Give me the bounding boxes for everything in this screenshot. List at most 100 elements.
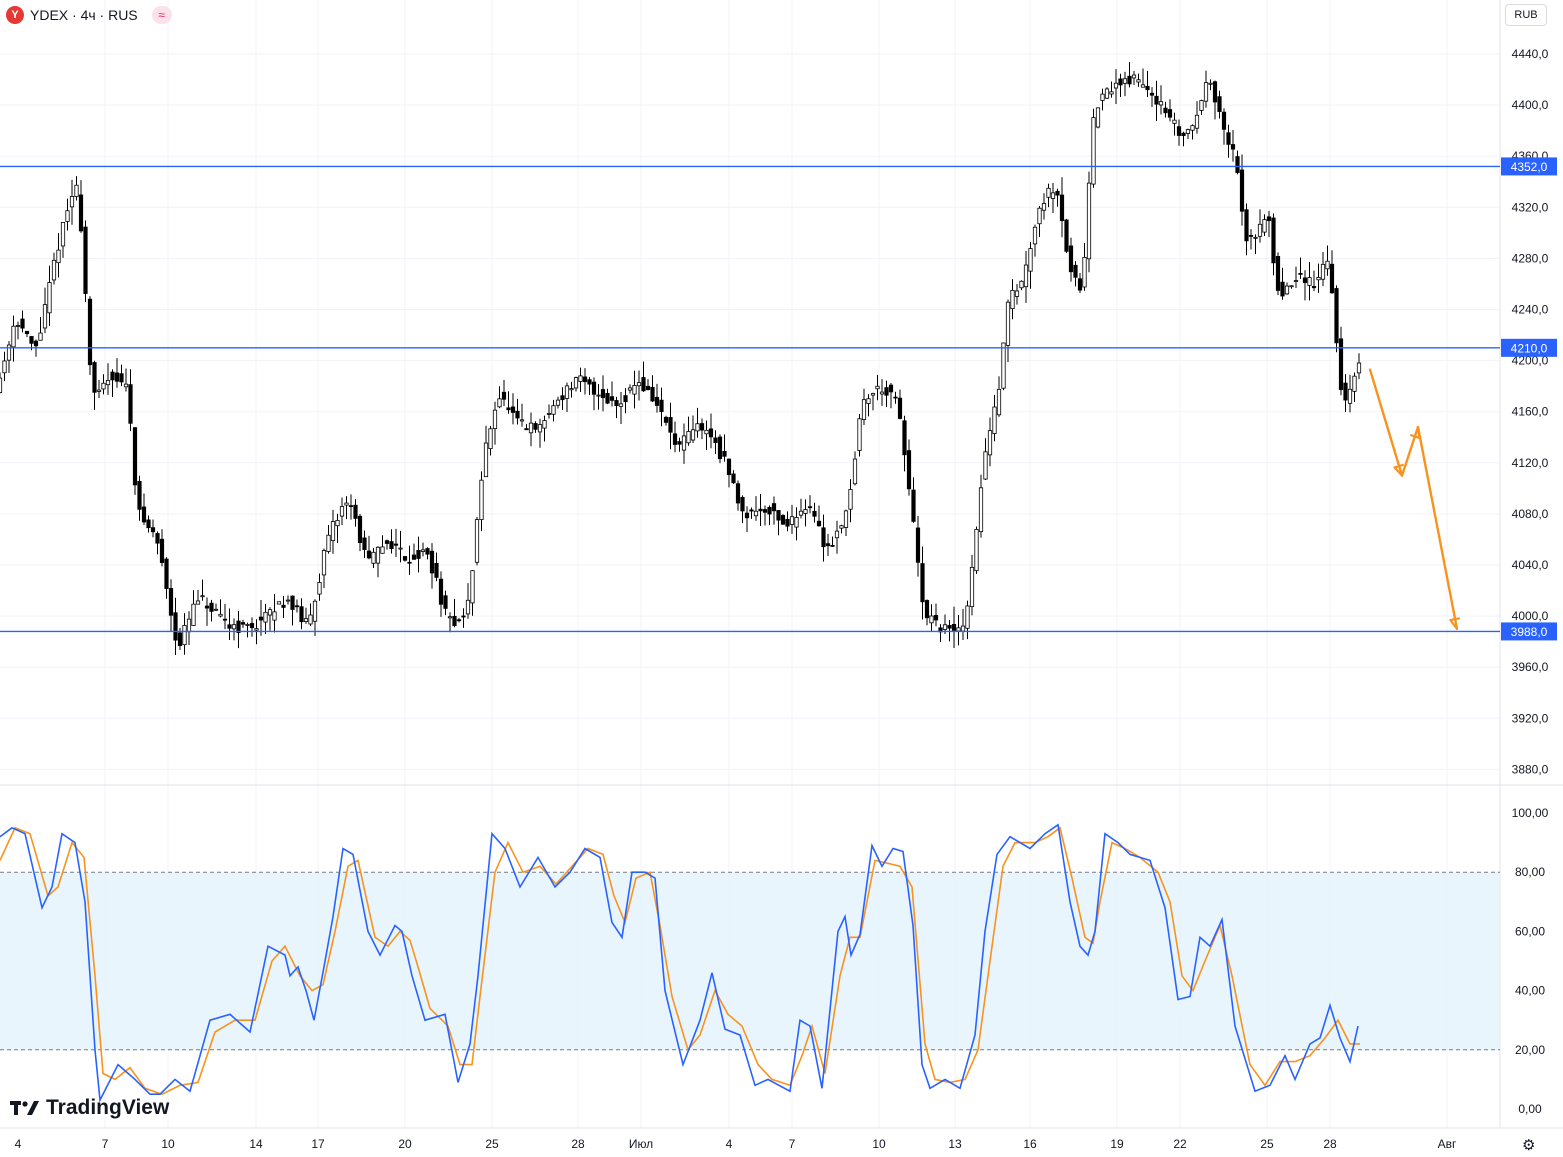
candle-body bbox=[276, 601, 282, 605]
candle bbox=[24, 330, 30, 338]
candle-body bbox=[29, 336, 34, 344]
time-tick-label: 25 bbox=[485, 1137, 499, 1151]
level-label: 3988,0 bbox=[1511, 625, 1548, 639]
candle bbox=[362, 530, 367, 558]
candle-body bbox=[1275, 256, 1281, 291]
candle bbox=[69, 179, 75, 225]
candle bbox=[443, 590, 448, 616]
candle bbox=[141, 493, 147, 526]
candle-body bbox=[609, 396, 615, 401]
candle-body bbox=[834, 530, 840, 539]
candle-body bbox=[308, 614, 313, 625]
candle-body bbox=[96, 389, 102, 392]
candle bbox=[1041, 193, 1047, 220]
candle-body bbox=[150, 527, 156, 533]
candle-body bbox=[663, 416, 669, 423]
candle-body bbox=[812, 510, 817, 517]
candle-body bbox=[1032, 226, 1038, 245]
candle-body bbox=[452, 615, 457, 627]
candle-body bbox=[240, 622, 246, 625]
candle-body bbox=[173, 612, 178, 641]
candle bbox=[1253, 234, 1258, 255]
candle-body bbox=[1289, 285, 1294, 288]
candle bbox=[1257, 209, 1263, 243]
candle bbox=[888, 383, 894, 409]
candle-body bbox=[1095, 107, 1101, 128]
candle bbox=[519, 403, 525, 427]
candle-body bbox=[713, 437, 718, 443]
candle-body bbox=[1248, 234, 1254, 237]
candle bbox=[789, 504, 795, 534]
candle bbox=[1194, 101, 1200, 134]
candle bbox=[1329, 250, 1335, 294]
candle-body bbox=[879, 391, 885, 395]
price-tick-label: 4120,0 bbox=[1512, 456, 1549, 470]
candle bbox=[119, 364, 124, 387]
candle-body bbox=[1037, 207, 1042, 225]
candle-body bbox=[893, 396, 898, 399]
candle-body bbox=[78, 194, 84, 232]
candle-body bbox=[1068, 245, 1074, 273]
candle-body bbox=[974, 529, 979, 572]
symbol-title[interactable]: YDEX · 4ч · RUS bbox=[30, 7, 138, 23]
price-tick-label: 3920,0 bbox=[1512, 711, 1549, 725]
candle-body bbox=[771, 503, 777, 512]
candle-body bbox=[1023, 264, 1029, 288]
candle bbox=[465, 583, 471, 619]
candle-body bbox=[798, 510, 804, 516]
candle-body bbox=[483, 442, 489, 478]
candle-body bbox=[573, 377, 579, 389]
candle-body bbox=[272, 611, 277, 621]
candle bbox=[20, 310, 25, 333]
currency-button[interactable]: RUB bbox=[1505, 4, 1547, 26]
candle bbox=[285, 595, 291, 605]
candle bbox=[1199, 99, 1204, 115]
candle bbox=[758, 493, 763, 527]
candle bbox=[330, 509, 336, 554]
candle bbox=[1248, 229, 1254, 250]
candle-body bbox=[695, 423, 700, 432]
candle-body bbox=[1118, 78, 1123, 86]
compare-badge-icon[interactable]: ≈ bbox=[151, 6, 172, 24]
candle bbox=[1334, 285, 1339, 353]
candle-body bbox=[951, 624, 957, 631]
tradingview-brand[interactable]: TradingView bbox=[10, 1096, 169, 1120]
candle-body bbox=[348, 505, 354, 508]
candle bbox=[951, 606, 957, 649]
settings-icon[interactable]: ⚙ bbox=[1522, 1137, 1536, 1154]
candle-body bbox=[735, 483, 741, 504]
candle bbox=[906, 439, 912, 496]
candle-body bbox=[2, 360, 7, 374]
candle-body bbox=[1253, 236, 1258, 239]
candle-body bbox=[1266, 216, 1272, 222]
candle bbox=[861, 388, 867, 426]
chart-header[interactable]: Y YDEX · 4ч · RUS ≈ bbox=[6, 4, 172, 26]
candle bbox=[348, 494, 354, 520]
candle-body bbox=[965, 605, 970, 629]
candle-body bbox=[92, 362, 97, 393]
symbol-logo-icon: Y bbox=[6, 6, 24, 24]
candle-body bbox=[443, 595, 448, 609]
candle-body bbox=[1149, 92, 1155, 96]
candle-body bbox=[650, 386, 655, 402]
candle bbox=[1019, 280, 1024, 291]
candle-body bbox=[672, 433, 678, 445]
candle bbox=[636, 370, 642, 401]
price-tick-label: 4040,0 bbox=[1512, 558, 1549, 572]
candle bbox=[744, 506, 750, 533]
candle-body bbox=[33, 340, 39, 347]
candle bbox=[852, 451, 858, 486]
candle-body bbox=[456, 619, 462, 622]
candle bbox=[1172, 112, 1177, 136]
candle-body bbox=[546, 413, 552, 415]
candle-body bbox=[1262, 219, 1267, 233]
candle bbox=[713, 430, 718, 454]
candle bbox=[717, 434, 723, 464]
candle bbox=[866, 394, 871, 417]
candle-body bbox=[690, 429, 696, 441]
level-lines[interactable]: 4352,0 4210,0 3988,0 bbox=[0, 157, 1557, 641]
candle-body bbox=[1298, 272, 1303, 275]
candle bbox=[996, 376, 1002, 417]
candle bbox=[1010, 279, 1015, 320]
